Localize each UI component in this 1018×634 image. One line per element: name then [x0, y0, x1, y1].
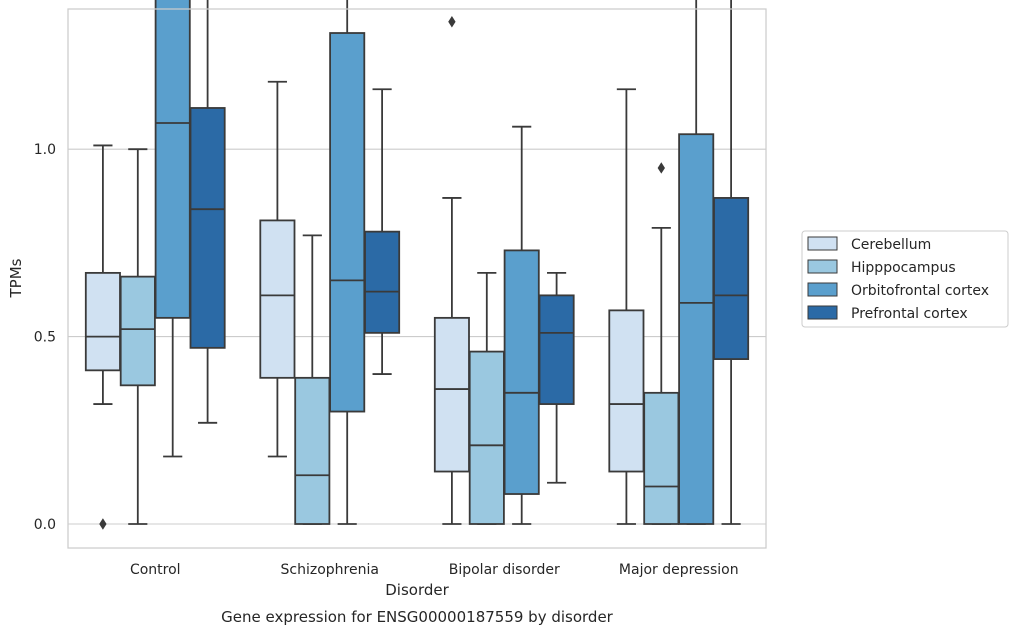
x-tick-label: Major depression: [619, 562, 739, 578]
legend: Cerebellum Hipppocampus Orbitofrontal cort…: [801, 230, 1009, 328]
box-2-1: [468, 271, 505, 525]
box-1-3: [364, 88, 401, 375]
y-tick-label: 0.5: [34, 330, 56, 346]
box-3-1: [643, 162, 680, 525]
box-0-1: [119, 148, 156, 525]
box-1-0: [259, 80, 296, 458]
box-body: [119, 275, 156, 387]
y-tick-label: 1.0: [34, 142, 56, 158]
legend-label: Prefrontal cortex: [851, 306, 968, 322]
box-plot-area: [84, 0, 750, 530]
box-0-2: [154, 0, 191, 458]
box-body: [154, 0, 191, 319]
plot-frame: [67, 8, 767, 549]
box-body: [643, 391, 680, 525]
x-tick-label: Control: [130, 562, 181, 578]
box-3-0: [608, 88, 645, 525]
box-body: [433, 316, 470, 473]
outlier-point: [448, 16, 456, 28]
box-body: [713, 197, 750, 360]
y-axis-label: TPMs: [7, 258, 25, 298]
legend-swatch: [807, 259, 838, 274]
box-body: [259, 219, 296, 379]
box-body: [468, 350, 505, 525]
box-body: [294, 376, 331, 525]
box-body: [364, 230, 401, 334]
box-2-0: [433, 16, 470, 525]
box-body: [84, 271, 121, 372]
x-axis-label: Disorder: [385, 581, 449, 599]
legend-label: Hipppocampus: [851, 260, 956, 276]
chart-caption: Gene expression for ENSG00000187559 by d…: [221, 608, 614, 626]
legend-swatch: [807, 305, 838, 320]
box-body: [503, 249, 540, 495]
box-2-2: [503, 125, 540, 525]
y-axis-ticks: 0.00.51.01.52.02.5: [34, 142, 56, 533]
x-axis-ticks: Control Schizophrenia Bipolar disorder Majo…: [130, 562, 739, 578]
box-1-2: [329, 0, 366, 525]
box-3-2: [678, 0, 715, 525]
outlier-point: [657, 162, 665, 174]
box-body: [189, 107, 226, 349]
box-body: [329, 32, 366, 413]
x-tick-label: Schizophrenia: [281, 562, 379, 578]
box-3-3: [713, 0, 750, 525]
box-body: [538, 294, 575, 405]
box-body: [678, 133, 715, 525]
box-1-1: [294, 234, 331, 525]
box-2-3: [538, 271, 575, 484]
y-tick-label: 0.0: [34, 517, 56, 533]
box-0-0: [84, 144, 121, 530]
box-0-3: [189, 0, 226, 424]
outlier-point: [99, 518, 107, 530]
box-body: [608, 309, 645, 473]
legend-frame: [801, 230, 1009, 328]
legend-label: Orbitofrontal cortex: [851, 283, 989, 299]
legend-swatch: [807, 236, 838, 251]
x-tick-label: Bipolar disorder: [449, 562, 560, 578]
legend-label: Cerebellum: [851, 237, 931, 253]
legend-swatch: [807, 282, 838, 297]
